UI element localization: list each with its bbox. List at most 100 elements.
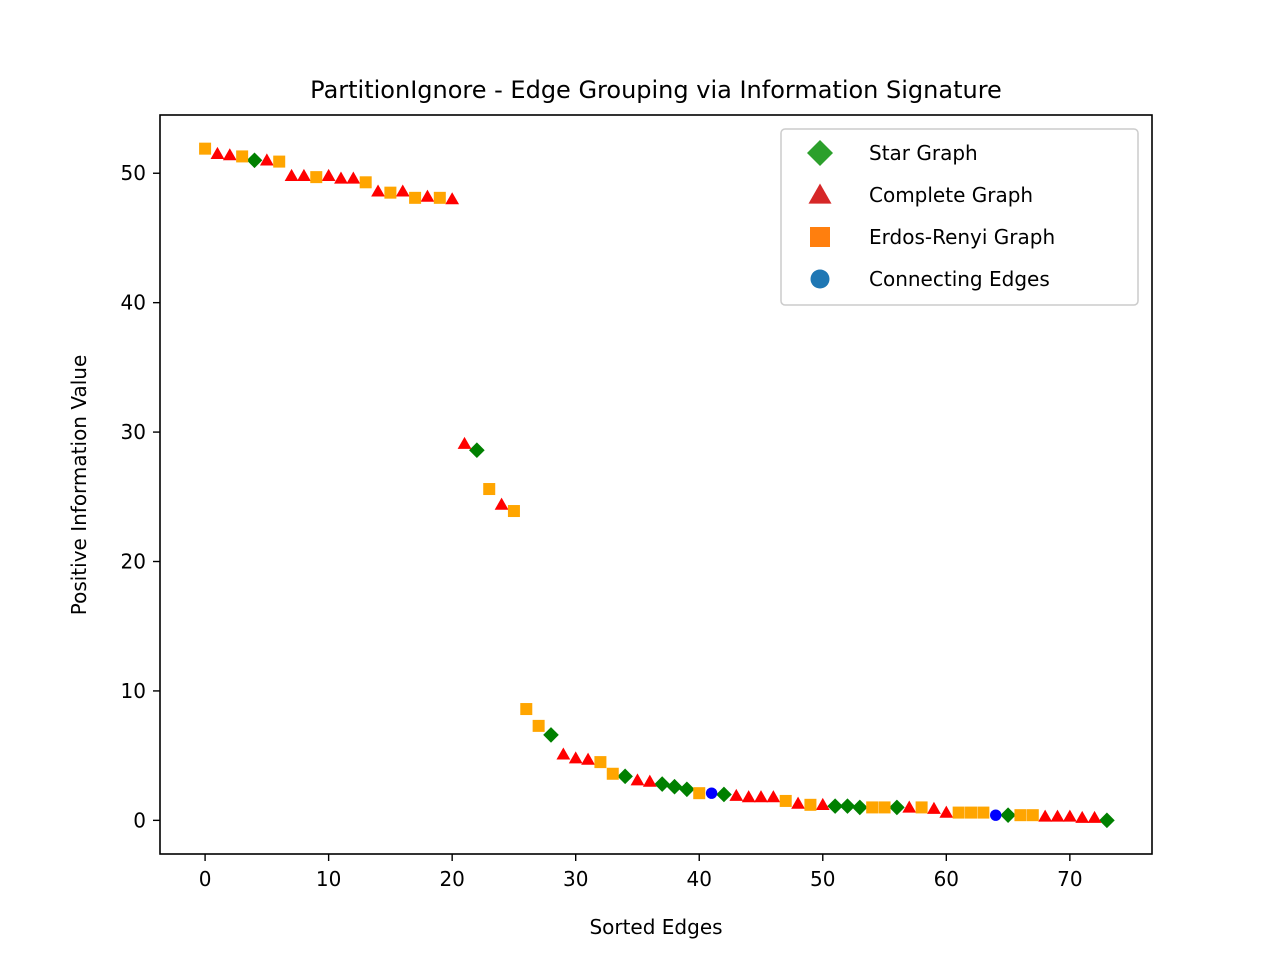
erdos-renyi-graph-point bbox=[310, 171, 323, 184]
legend-star-graph-label: Star Graph bbox=[869, 141, 978, 165]
y-axis-label: Positive Information Value bbox=[67, 355, 91, 616]
erdos-renyi-graph-point bbox=[409, 191, 422, 204]
star-graph-point bbox=[839, 798, 856, 814]
star-graph-point bbox=[543, 727, 559, 743]
erdos-renyi-graph-point bbox=[433, 191, 446, 204]
star-graph-point bbox=[654, 776, 670, 792]
y-tick-label: 20 bbox=[121, 550, 146, 574]
legend-complete-graph-icon bbox=[808, 183, 832, 204]
x-tick-label: 50 bbox=[810, 867, 835, 891]
legend-erdos-renyi-graph-icon bbox=[810, 227, 830, 247]
star-graph-point bbox=[679, 781, 695, 798]
erdos-renyi-graph-point bbox=[693, 787, 706, 800]
star-graph-point bbox=[889, 799, 905, 816]
erdos-renyi-graph-point bbox=[952, 806, 965, 819]
star-graph-point bbox=[827, 798, 843, 814]
star-graph-point bbox=[246, 152, 263, 169]
erdos-renyi-graph-point bbox=[977, 806, 990, 819]
erdos-renyi-graph-point bbox=[483, 483, 496, 496]
erdos-renyi-graph-point bbox=[359, 176, 372, 189]
erdos-renyi-graph-point bbox=[1014, 809, 1027, 822]
y-tick-label: 10 bbox=[121, 679, 146, 703]
erdos-renyi-graph-point bbox=[594, 756, 607, 769]
legend-star-graph-icon bbox=[807, 140, 833, 166]
star-graph-point bbox=[666, 778, 683, 795]
complete-graph-point bbox=[791, 796, 805, 809]
erdos-renyi-graph-point bbox=[804, 798, 817, 811]
legend-erdos-renyi-graph-label: Erdos-Renyi Graph bbox=[869, 225, 1055, 249]
connecting-edges-point bbox=[990, 809, 1002, 821]
complete-graph-point bbox=[754, 790, 768, 803]
y-tick-label: 0 bbox=[133, 808, 146, 832]
complete-graph-point bbox=[642, 774, 657, 787]
erdos-renyi-graph-point bbox=[520, 703, 533, 716]
complete-graph-point bbox=[1038, 809, 1053, 822]
erdos-renyi-graph-point bbox=[1026, 809, 1039, 822]
complete-graph-point bbox=[494, 497, 509, 510]
erdos-renyi-graph-point bbox=[878, 801, 891, 814]
erdos-renyi-graph-point bbox=[866, 801, 879, 814]
complete-graph-point bbox=[568, 751, 583, 764]
erdos-renyi-graph-point bbox=[606, 767, 619, 780]
connecting-edges-point bbox=[705, 787, 718, 799]
complete-graph-point bbox=[420, 189, 435, 202]
erdos-renyi-graph-point bbox=[532, 719, 545, 732]
complete-graph-point bbox=[395, 184, 410, 197]
star-graph-point bbox=[716, 786, 732, 803]
x-tick-label: 0 bbox=[199, 867, 212, 891]
star-graph-point bbox=[469, 442, 485, 459]
erdos-renyi-graph-point bbox=[965, 806, 978, 819]
complete-graph-point bbox=[1050, 809, 1065, 822]
complete-graph-point bbox=[630, 773, 645, 786]
erdos-renyi-graph-point bbox=[199, 142, 212, 155]
x-tick-label: 70 bbox=[1057, 867, 1082, 891]
legend-box bbox=[780, 128, 1139, 306]
erdos-renyi-graph-point bbox=[779, 794, 792, 807]
x-axis-label: Sorted Edges bbox=[589, 915, 722, 939]
complete-graph-point bbox=[556, 747, 571, 760]
erdos-renyi-graph-point bbox=[236, 150, 249, 163]
star-graph-point bbox=[617, 768, 633, 785]
complete-graph-point bbox=[902, 800, 917, 813]
x-tick-label: 30 bbox=[563, 867, 588, 891]
complete-graph-point bbox=[334, 171, 348, 184]
complete-graph-point bbox=[729, 788, 744, 801]
x-tick-label: 10 bbox=[316, 867, 341, 891]
erdos-renyi-graph-point bbox=[915, 801, 928, 814]
y-tick-label: 50 bbox=[121, 161, 146, 185]
legend: Star Graph Complete Graph Erdos-Renyi Grap… bbox=[780, 128, 1139, 306]
chart-title: PartitionIgnore - Edge Grouping via Info… bbox=[310, 76, 1002, 104]
complete-graph-point bbox=[346, 171, 361, 184]
star-graph-point bbox=[1000, 807, 1016, 823]
complete-graph-point bbox=[1062, 809, 1077, 822]
complete-graph-point bbox=[741, 790, 756, 803]
x-tick-label: 40 bbox=[687, 867, 712, 891]
complete-graph-point bbox=[371, 184, 385, 197]
erdos-renyi-graph-point bbox=[273, 155, 286, 168]
complete-graph-point bbox=[210, 146, 225, 160]
complete-graph-point bbox=[222, 148, 237, 161]
complete-graph-point bbox=[927, 801, 941, 814]
complete-graph-point bbox=[457, 436, 472, 449]
complete-graph-point bbox=[815, 797, 830, 810]
complete-graph-point bbox=[766, 790, 781, 803]
complete-graph-point bbox=[259, 153, 274, 166]
y-tick-label: 30 bbox=[121, 420, 146, 444]
star-graph-point bbox=[852, 799, 868, 816]
complete-graph-point bbox=[939, 805, 954, 818]
y-tick-label: 40 bbox=[121, 291, 146, 315]
plot-frame bbox=[159, 114, 1153, 855]
complete-graph-point bbox=[297, 168, 311, 182]
complete-graph-point bbox=[445, 192, 460, 205]
complete-graph-point bbox=[321, 168, 336, 182]
legend-connecting-edges-label: Connecting Edges bbox=[869, 267, 1050, 291]
complete-graph-point bbox=[581, 752, 595, 765]
complete-graph-point bbox=[1087, 810, 1102, 823]
star-graph-point bbox=[1099, 812, 1115, 829]
data-markers bbox=[199, 142, 1115, 829]
legend-connecting-edges-icon bbox=[810, 269, 830, 289]
x-tick-label: 20 bbox=[439, 867, 464, 891]
x-axis-ticks: 0 10 20 30 40 50 60 70 bbox=[199, 854, 1083, 891]
